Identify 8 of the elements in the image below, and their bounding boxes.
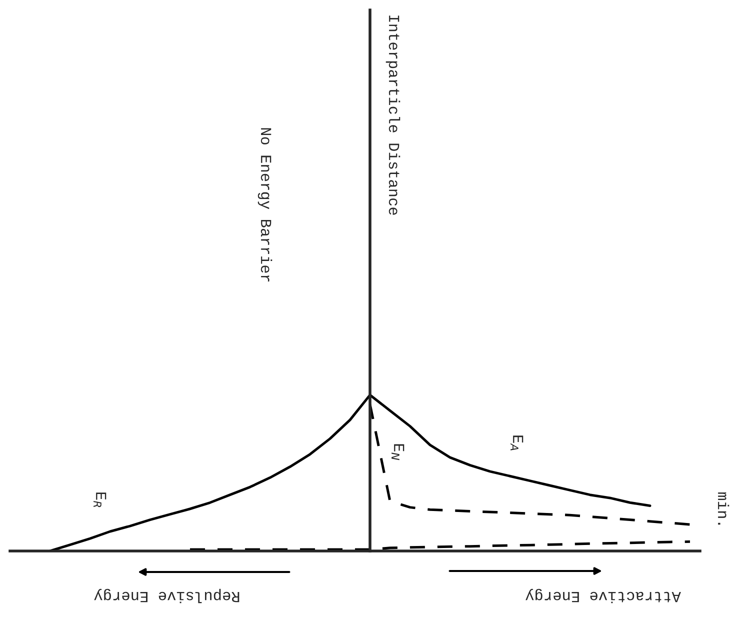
text: Attractive Energy	[526, 588, 681, 604]
text: E$_{A}$	[510, 436, 524, 450]
text: E$_{R}$	[94, 492, 106, 508]
text: Interparticle Distance	[386, 16, 400, 215]
text: Repulsive Energy	[94, 588, 240, 604]
text: E$_{N}$	[392, 444, 404, 460]
text: min.	[718, 492, 730, 525]
text: No Energy Barrier	[258, 128, 272, 282]
